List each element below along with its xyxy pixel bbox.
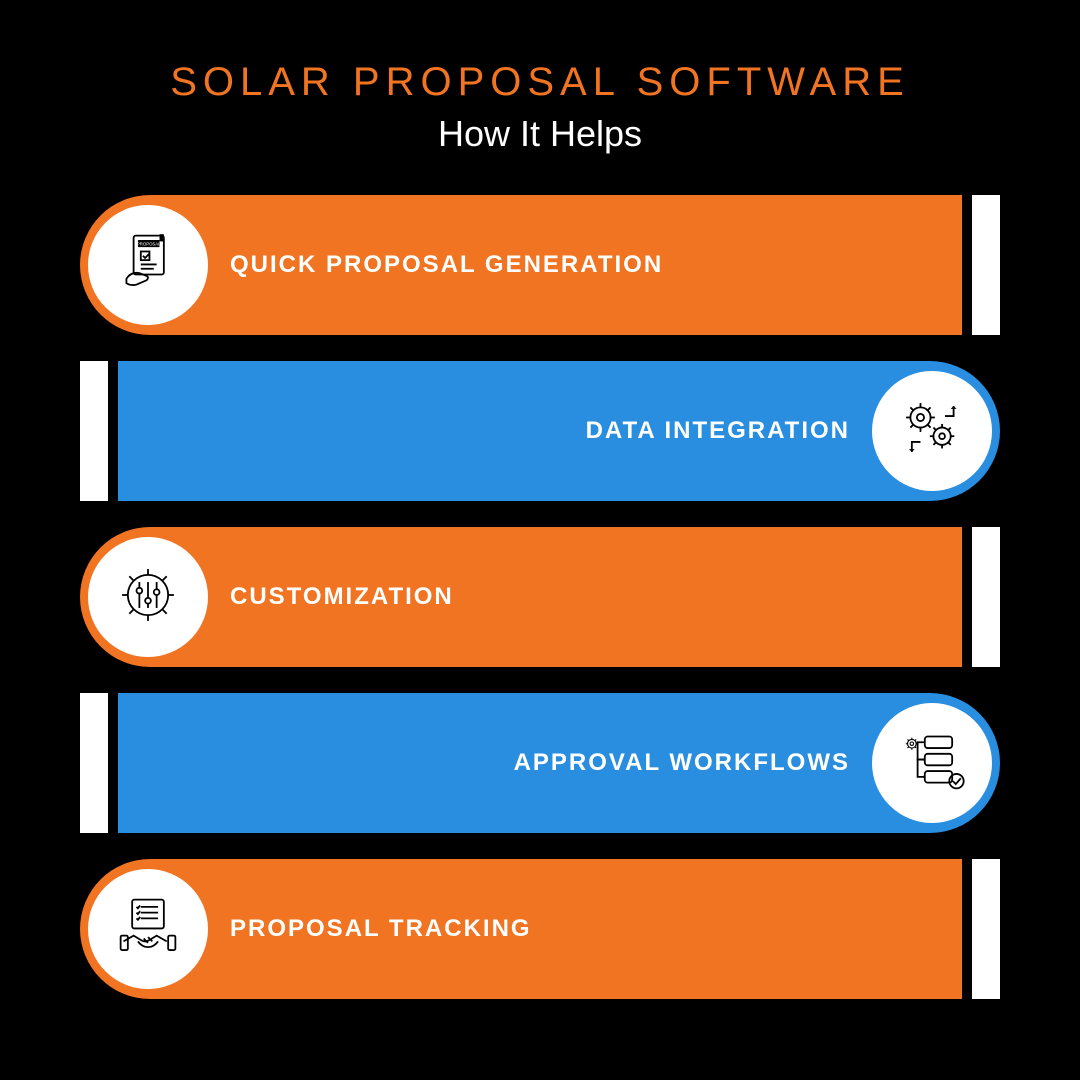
infographic-container: SOLAR PROPOSAL SOFTWARE How It Helps PRO… xyxy=(0,0,1080,1080)
feature-icon-circle xyxy=(88,869,208,989)
feature-row: APPROVAL WORKFLOWS xyxy=(80,693,1000,833)
feature-icon-circle xyxy=(872,371,992,491)
workflow-steps-icon xyxy=(896,725,968,802)
feature-icon-circle xyxy=(872,703,992,823)
feature-icon-circle: PROPOSAL xyxy=(88,205,208,325)
feature-bar: PROPOSAL QUICK PROPOSAL GENERATION xyxy=(80,195,962,335)
feature-tab xyxy=(80,693,108,833)
feature-tab xyxy=(80,361,108,501)
page-title: SOLAR PROPOSAL SOFTWARE xyxy=(80,60,1000,105)
feature-label: CUSTOMIZATION xyxy=(230,583,454,611)
feature-row: CUSTOMIZATION xyxy=(80,527,1000,667)
feature-label: APPROVAL WORKFLOWS xyxy=(514,749,850,777)
svg-text:PROPOSAL: PROPOSAL xyxy=(137,241,161,246)
feature-row: DATA INTEGRATION xyxy=(80,361,1000,501)
feature-bar: APPROVAL WORKFLOWS xyxy=(118,693,1000,833)
handshake-doc-icon xyxy=(112,891,184,968)
feature-label: QUICK PROPOSAL GENERATION xyxy=(230,251,663,279)
proposal-doc-icon: PROPOSAL xyxy=(112,227,184,304)
feature-bar: PROPOSAL TRACKING xyxy=(80,859,962,999)
feature-tab xyxy=(972,195,1000,335)
feature-bar: CUSTOMIZATION xyxy=(80,527,962,667)
feature-tab xyxy=(972,859,1000,999)
feature-label: PROPOSAL TRACKING xyxy=(230,915,532,943)
settings-sliders-icon xyxy=(112,559,184,636)
feature-icon-circle xyxy=(88,537,208,657)
page-subtitle: How It Helps xyxy=(80,113,1000,155)
feature-row: PROPOSAL QUICK PROPOSAL GENERATION xyxy=(80,195,1000,335)
feature-label: DATA INTEGRATION xyxy=(586,417,850,445)
gears-sync-icon xyxy=(896,393,968,470)
feature-list: PROPOSAL QUICK PROPOSAL GENERATION xyxy=(80,195,1000,1040)
feature-bar: DATA INTEGRATION xyxy=(118,361,1000,501)
feature-row: PROPOSAL TRACKING xyxy=(80,859,1000,999)
feature-tab xyxy=(972,527,1000,667)
